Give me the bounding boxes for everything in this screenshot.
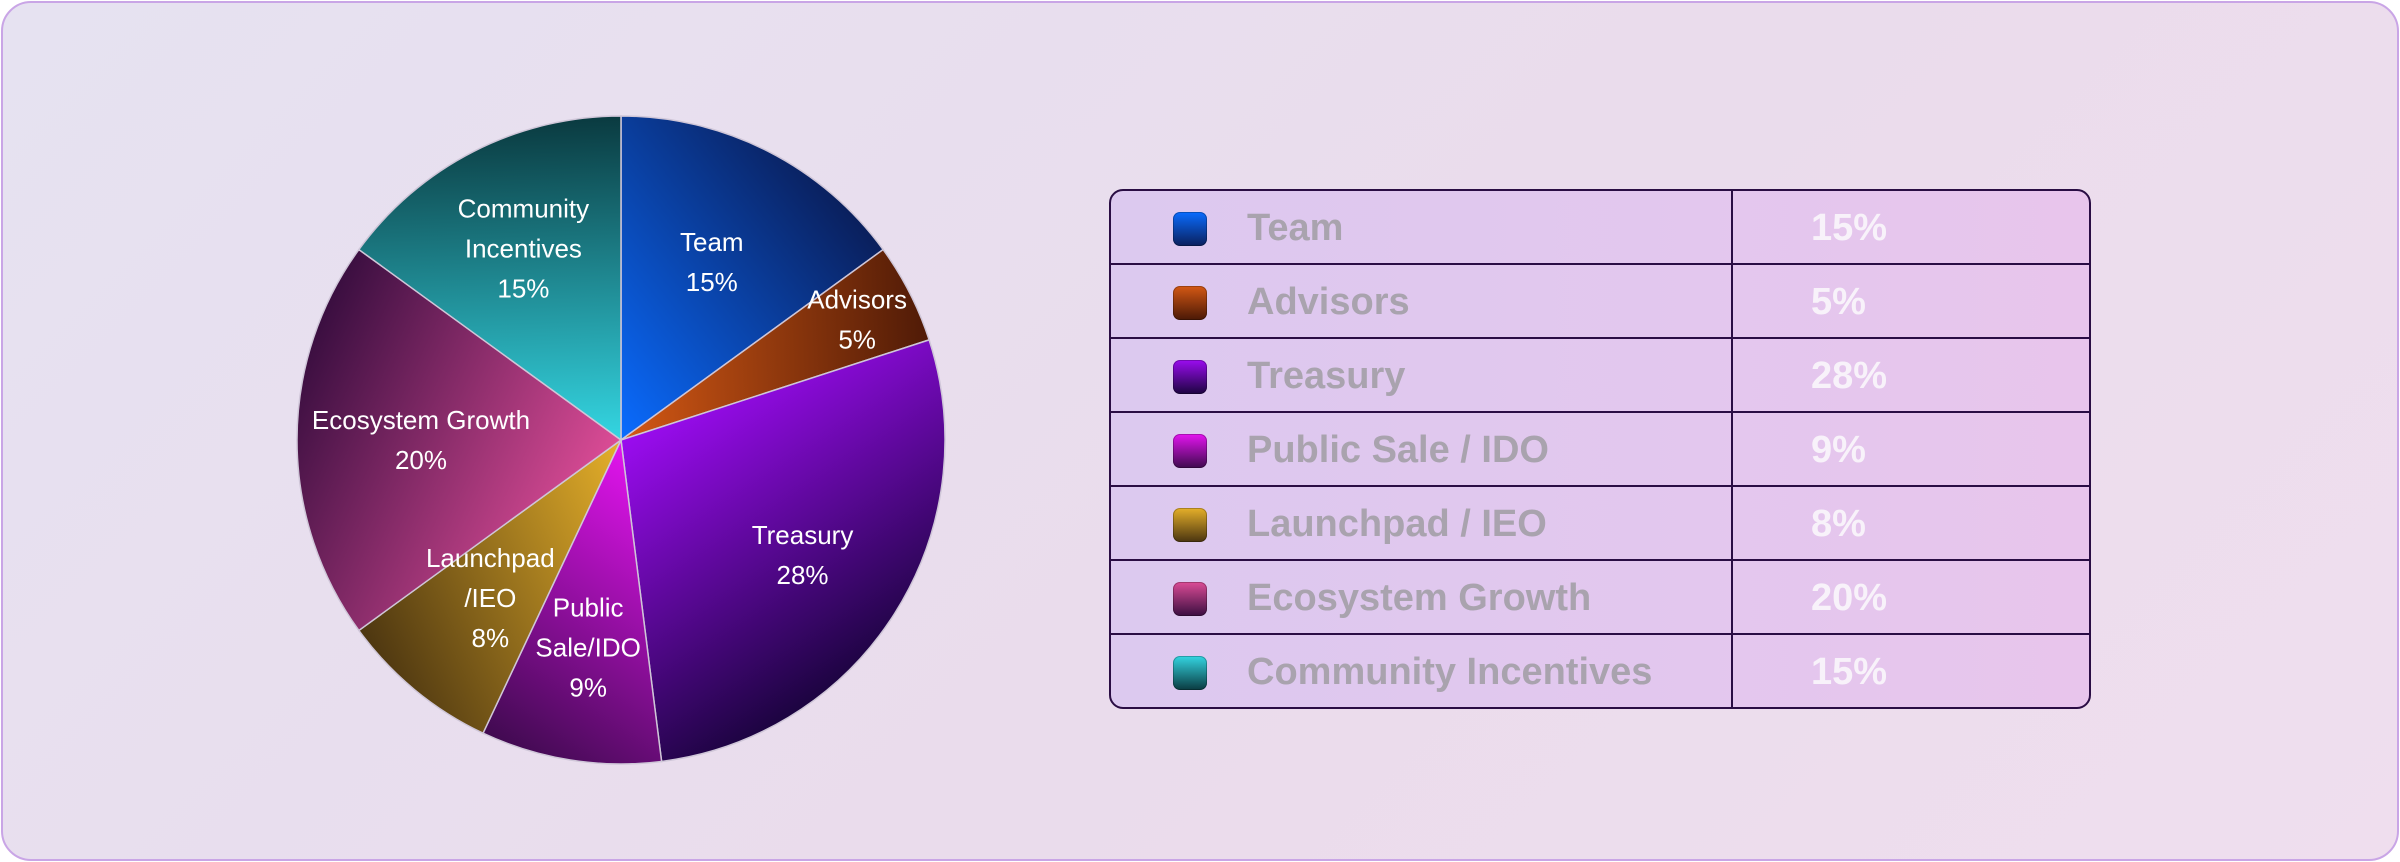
pie-slice-launchpad-ieo [357, 439, 622, 735]
legend-row: Community Incentives 15% [1111, 635, 2089, 707]
legend-value: 8% [1811, 503, 1866, 545]
legend-column-divider [1731, 191, 1733, 707]
legend-swatch [1173, 286, 1207, 320]
pie-label-line: 15% [686, 267, 738, 297]
legend-value: 15% [1811, 207, 1888, 249]
pie-label-line: 9% [569, 672, 607, 702]
pie-chart: Team 15% Advisors 5% Treasury 28% Public Sale/I… [296, 115, 946, 765]
legend-name: Public Sale / IDO [1247, 429, 1549, 471]
pie-label-line: Launchpad [426, 543, 555, 573]
legend-swatch [1173, 360, 1207, 394]
pie-label-line: Community [458, 193, 589, 223]
legend-table: Team 15% Advisors 5% Treasury 28% Public Sale … [1109, 189, 2091, 709]
pie-label-ecosystem-growth: Ecosystem Growth 20% [312, 405, 530, 475]
legend-swatch [1173, 508, 1207, 542]
pie-label-line: 15% [497, 273, 549, 303]
pie-label-line: 5% [838, 325, 876, 355]
legend-name: Launchpad / IEO [1247, 503, 1547, 545]
pie-label-line: Treasury [752, 520, 854, 550]
pie-slice-treasury [620, 338, 946, 763]
pie-label-treasury: Treasury 28% [752, 520, 854, 590]
legend-row: Ecosystem Growth 20% [1111, 561, 2089, 635]
pie-label-line: Advisors [807, 285, 907, 315]
legend-row: Advisors 5% [1111, 265, 2089, 339]
pie-slice-team [620, 115, 885, 442]
legend-row: Launchpad / IEO 8% [1111, 487, 2089, 561]
pie-label-line: Sale/IDO [535, 632, 641, 662]
pie-slices [296, 115, 946, 765]
legend-name: Ecosystem Growth [1247, 577, 1592, 619]
legend-row: Team 15% [1111, 191, 2089, 265]
pie-label-launchpad-ieo: Launchpad/IEO 8% [426, 543, 555, 653]
pie-label-line: 20% [395, 445, 447, 475]
legend-name: Advisors [1247, 281, 1410, 323]
legend-row: Treasury 28% [1111, 339, 2089, 413]
legend-value: 20% [1811, 577, 1888, 619]
pie-label-public-sale-ido: Public Sale/IDO 9% [535, 592, 641, 702]
legend-swatch [1173, 212, 1207, 246]
legend-swatch [1173, 582, 1207, 616]
legend-name: Treasury [1247, 355, 1406, 397]
pie-label-team: Team 15% [680, 227, 744, 297]
legend-value: 5% [1811, 281, 1866, 323]
pie-label-line: Incentives [465, 233, 582, 263]
pie-label-line: Public [553, 592, 624, 622]
legend-swatch [1173, 434, 1207, 468]
pie-label-line: Team [680, 227, 744, 257]
pie-slice-public-sale-ido [482, 437, 663, 765]
legend-value: 9% [1811, 429, 1866, 471]
legend-swatch [1173, 656, 1207, 690]
pie-label-community-incentives: Community Incentives 15% [458, 193, 589, 303]
legend-name: Community Incentives [1247, 651, 1653, 693]
pie-labels: Team 15% Advisors 5% Treasury 28% Public Sale/I… [312, 193, 907, 702]
pie-label-line: Ecosystem Growth [312, 405, 530, 435]
pie-label-line: 8% [472, 623, 510, 653]
pie-label-line: /IEO [464, 583, 516, 613]
pie-label-advisors: Advisors 5% [807, 285, 907, 355]
legend-value: 28% [1811, 355, 1888, 397]
legend-name: Team [1247, 207, 1344, 249]
legend-row: Public Sale / IDO 9% [1111, 413, 2089, 487]
pie-label-line: 28% [777, 560, 829, 590]
pie-slice-ecosystem-growth [296, 248, 623, 632]
legend-value: 15% [1811, 651, 1888, 693]
pie-slice-community-incentives [357, 115, 622, 442]
